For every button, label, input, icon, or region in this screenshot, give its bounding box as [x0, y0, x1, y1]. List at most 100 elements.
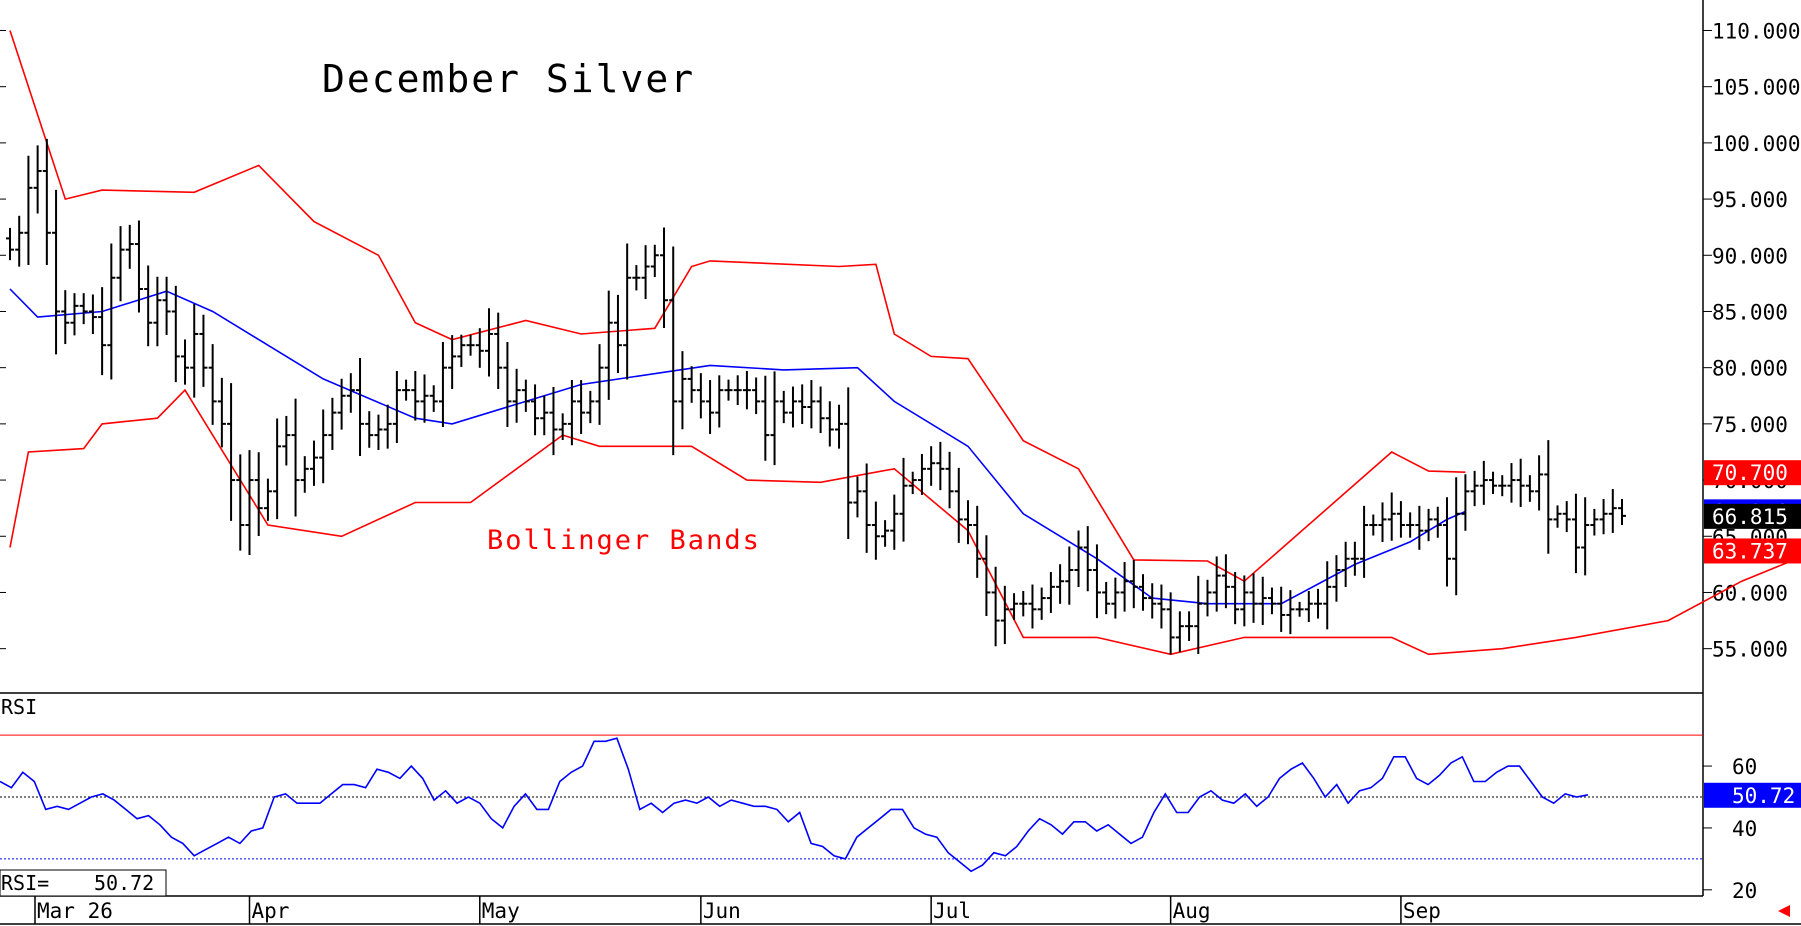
price-tick-label: 55.000 [1712, 638, 1788, 662]
time-tick-label: Sep [1403, 899, 1441, 923]
ohlc-bar [715, 375, 724, 428]
ohlc-bar [392, 370, 401, 444]
ohlc-bar [466, 334, 475, 356]
ohlc-bar [365, 411, 374, 448]
bollinger-middle-band [9, 288, 1466, 605]
ohlc-bar [208, 344, 217, 425]
rsi-readout-value: 50.72 [94, 871, 154, 895]
ohlc-bar [1056, 564, 1065, 604]
ohlc-bar [742, 370, 751, 410]
price-tick-label: 90.000 [1712, 244, 1788, 268]
ohlc-bar [1332, 555, 1341, 602]
ohlc-bar [1553, 505, 1562, 528]
ohlc-bar [779, 390, 788, 424]
ohlc-bar [881, 520, 890, 547]
ohlc-bar [1046, 572, 1055, 613]
ohlc-bar [706, 380, 715, 434]
ohlc-bar [1507, 463, 1516, 503]
ohlc-bar [1304, 591, 1313, 622]
ohlc-bar [1525, 475, 1534, 502]
ohlc-bar [88, 294, 97, 335]
ohlc-bar [6, 227, 14, 261]
ohlc-bar [190, 303, 199, 398]
ohlc-bar [1286, 590, 1295, 635]
ohlc-bar [15, 215, 24, 267]
ohlc-bar [1074, 530, 1083, 587]
ohlc-bar [816, 386, 825, 434]
ohlc-bar [1415, 505, 1424, 550]
ohlc-bar [632, 265, 641, 291]
ohlc-bar [1442, 497, 1451, 587]
ohlc-bar [162, 276, 171, 335]
price-tick-label: 95.000 [1712, 188, 1788, 212]
ohlc-bar [1562, 501, 1571, 533]
scroll-arrow-icon[interactable] [1778, 905, 1790, 917]
ohlc-bar [457, 334, 466, 367]
ohlc-bar [1129, 559, 1138, 609]
ohlc-bar [807, 380, 816, 429]
ohlc-bar [1267, 587, 1276, 615]
ohlc-bar [660, 227, 669, 329]
ohlc-bar [761, 375, 770, 461]
ohlc-bar [558, 413, 567, 440]
price-tick-label: 60.000 [1712, 581, 1788, 605]
ohlc-bar [1120, 562, 1129, 612]
ohlc-bar [346, 373, 355, 413]
ohlc-bar [788, 386, 797, 428]
ohlc-bar [871, 501, 880, 560]
ohlc-bar [227, 383, 236, 521]
ohlc-bar [1092, 544, 1101, 619]
rsi-panel: 20 40 60 50.72 [0, 734, 1801, 903]
ohlc-bar [1461, 474, 1470, 531]
ohlc-bar [1470, 470, 1479, 507]
ohlc-bar [853, 476, 862, 518]
ohlc-bar [613, 294, 622, 374]
ohlc-bar [1314, 588, 1323, 619]
ohlc-bar [678, 351, 687, 430]
price-tick-label: 80.000 [1712, 357, 1788, 381]
ohlc-bar [1295, 601, 1304, 617]
ohlc-bar [835, 404, 844, 449]
rsi-tick-label: 40 [1732, 817, 1757, 841]
price-bars [6, 138, 1626, 655]
bollinger-lower-line [9, 388, 1801, 656]
ohlc-bar [696, 373, 705, 419]
rsi-panel-label: RSI [1, 695, 37, 719]
ohlc-bar [908, 471, 917, 495]
ohlc-bar [1581, 497, 1590, 576]
rsi-value-label-bg [1704, 782, 1801, 808]
price-grid: 55.00060.00065.00070.00075.00080.00085.0… [0, 19, 1801, 662]
ohlc-bar [171, 285, 180, 383]
ohlc-bar [309, 440, 318, 486]
lower-band-price-label-bg [1704, 538, 1801, 564]
ohlc-bar [484, 308, 493, 377]
ohlc-bar [263, 478, 272, 521]
ohlc-bar [890, 494, 899, 550]
time-tick-label: Jun [703, 899, 741, 923]
ohlc-bar [927, 446, 936, 486]
ohlc-bar [844, 387, 853, 540]
ohlc-bar [1350, 541, 1359, 576]
ohlc-bar [973, 505, 982, 578]
price-tick-label: 75.000 [1712, 413, 1788, 437]
bollinger-lower-band [9, 388, 1801, 656]
ohlc-bar [1185, 611, 1194, 642]
ohlc-bar [1369, 514, 1378, 536]
ohlc-bar [134, 220, 143, 313]
ohlc-bar [567, 380, 576, 446]
ohlc-bar [383, 404, 392, 449]
ohlc-bar [1387, 492, 1396, 541]
ohlc-bar [153, 276, 162, 347]
ohlc-bar [1433, 506, 1442, 538]
ohlc-bar [798, 384, 807, 425]
ohlc-bar [236, 454, 245, 551]
ohlc-bar [982, 535, 991, 616]
ohlc-bar [1323, 561, 1332, 630]
ohlc-bar [1378, 502, 1387, 543]
ohlc-bar [1590, 508, 1599, 536]
ohlc-bar [604, 290, 613, 400]
ohlc-bar [42, 138, 51, 265]
lower-band-price-label: 63.737 [1712, 539, 1788, 563]
ohlc-bar [1019, 591, 1028, 617]
ohlc-bar [411, 370, 420, 421]
